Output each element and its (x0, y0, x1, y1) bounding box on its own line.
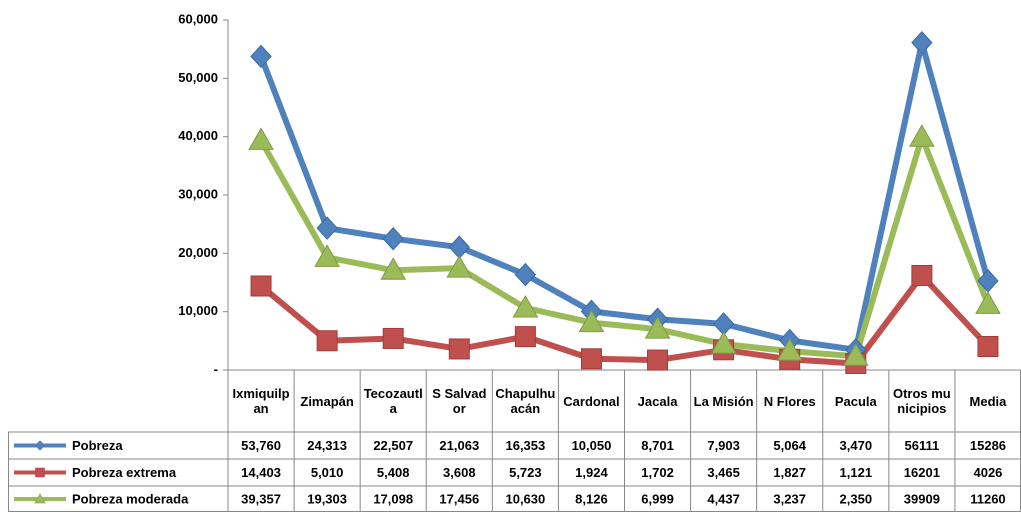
table-value: 1,924 (575, 465, 608, 480)
point (512, 294, 539, 318)
y-tick-label: 40,000 (178, 128, 218, 143)
table-value: 53,760 (241, 438, 281, 453)
x-tick-label: Pacula (834, 393, 877, 409)
point (710, 331, 737, 354)
legend-marker (34, 493, 46, 504)
table-value: 7,903 (707, 438, 740, 453)
table-value: 17,456 (439, 491, 479, 506)
point (647, 349, 669, 371)
y-tick-label: 30,000 (178, 186, 218, 201)
table-value: 39909 (904, 491, 940, 506)
x-tick-label: S Salvador (432, 386, 487, 416)
table-value: 22,507 (373, 438, 413, 453)
x-tick-label: N Flores (763, 393, 816, 409)
table-value: 5,010 (311, 465, 344, 480)
legend-label: Pobreza moderada (72, 491, 189, 506)
point (909, 124, 935, 147)
table-value: 3,470 (840, 438, 873, 453)
table-value: 15286 (970, 438, 1006, 453)
y-tick-label: 20,000 (178, 245, 218, 260)
table-value: 17,098 (373, 491, 413, 506)
point (911, 264, 933, 286)
legend-label: Pobreza extrema (72, 465, 177, 480)
x-tick-label: Media (969, 393, 1007, 409)
table-value: 8,126 (575, 491, 608, 506)
y-tick-label: - (214, 361, 218, 376)
x-tick-label: Ixmiquilpan (232, 386, 290, 416)
table-value: 2,350 (840, 491, 873, 506)
point (975, 291, 1001, 314)
table-value: 3,465 (707, 465, 740, 480)
point (911, 30, 933, 55)
table-value: 16201 (904, 465, 940, 480)
point (644, 316, 671, 339)
point (776, 338, 803, 361)
table-value: 5,064 (773, 438, 806, 453)
table-value: 10,630 (505, 491, 545, 506)
point (250, 275, 272, 297)
point (314, 244, 340, 267)
table-value: 1,827 (773, 465, 806, 480)
legend-label: Pobreza (72, 438, 123, 453)
point (977, 336, 999, 358)
table-value: 5,408 (377, 465, 410, 480)
point (316, 330, 338, 352)
table-value: 19,303 (307, 491, 347, 506)
point (514, 262, 537, 287)
table-value: 1,121 (840, 465, 873, 480)
legend-marker (35, 440, 45, 451)
series-line (258, 39, 991, 353)
point (514, 326, 536, 348)
table-value: 24,313 (307, 438, 347, 453)
table-value: 6,999 (641, 491, 674, 506)
table-value: 39,357 (241, 491, 281, 506)
legend-marker (35, 467, 45, 478)
x-tick-label: Cardonal (563, 393, 620, 409)
series-line (258, 134, 991, 360)
table-value: 5,723 (509, 465, 542, 480)
x-tick-label: Otros municipios (892, 386, 951, 416)
point (578, 309, 605, 333)
point (316, 216, 338, 240)
point (248, 127, 274, 150)
table-value: 4026 (973, 465, 1002, 480)
y-tick-label: 60,000 (178, 11, 218, 26)
point (380, 257, 407, 280)
table-value: 21,063 (439, 438, 479, 453)
x-tick-label: La Misión (693, 393, 754, 409)
x-tick-label: Chapulhuacán (495, 386, 556, 416)
table-value: 16,353 (505, 438, 545, 453)
table-value: 4,437 (707, 491, 740, 506)
x-tick-label: Zimapán (300, 393, 354, 409)
point (842, 343, 869, 366)
table-value: 56111 (905, 438, 940, 453)
point (382, 327, 404, 349)
table-value: 14,403 (241, 465, 281, 480)
x-tick-label: Tecozautla (363, 386, 423, 416)
point (448, 338, 470, 360)
series-line (259, 272, 991, 367)
point (448, 235, 470, 259)
table-value: 3,237 (773, 491, 806, 506)
y-tick-label: 10,000 (178, 303, 218, 318)
x-tick-label: Jacala (637, 393, 678, 409)
table-value: 3,608 (443, 465, 476, 480)
y-tick-label: 50,000 (178, 70, 218, 85)
table-value: 10,050 (572, 438, 612, 453)
point (580, 348, 602, 370)
table-value: 8,701 (641, 438, 674, 453)
point (446, 255, 473, 278)
point (382, 226, 404, 251)
point (250, 44, 272, 69)
table-value: 11260 (970, 491, 1005, 506)
table-value: 1,702 (641, 465, 674, 480)
